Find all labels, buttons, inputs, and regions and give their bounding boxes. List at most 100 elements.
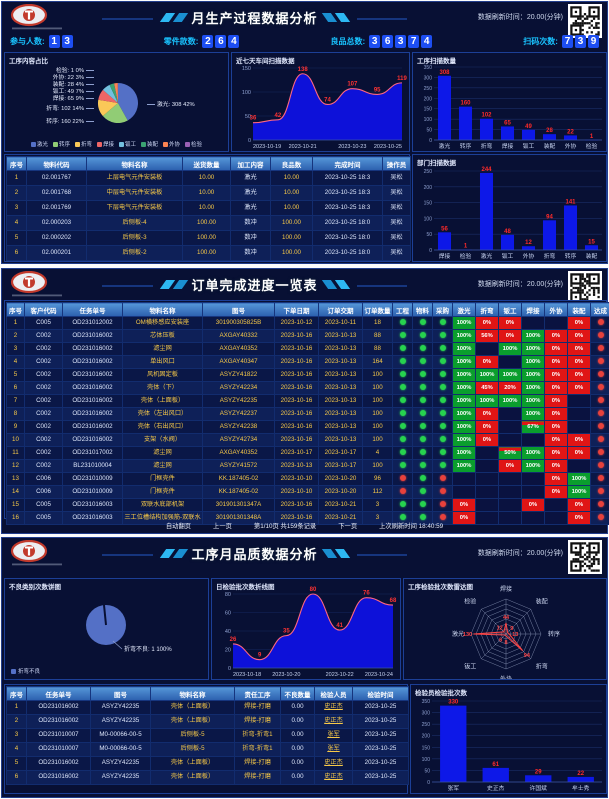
banner-decor-right-icon: [334, 12, 350, 22]
pagination-bar: 自动翻页 上一页 第1/10页 共159条记录 下一页 上次刷新时间 18:40…: [2, 520, 607, 531]
inspector-bar-box: 检验员检验批次数 0 50 100 150 200 250 300 350 330 张军 61 史正杰…: [410, 684, 607, 794]
svg-text:138: 138: [298, 67, 309, 73]
svg-text:22: 22: [577, 771, 584, 777]
process-share-pie-box: 工序内容占比 检验: 1 0% 外协: 22 3% 装配: 28 4% 钣工: 49 …: [4, 52, 229, 152]
svg-text:150: 150: [424, 107, 433, 113]
dept-scan-bar-chart: 0 50 100 150 200 250 56 焊接 1 检验 244 激光 48 钣工 12 外协 94 折弯 1…: [424, 167, 602, 260]
svg-text:200: 200: [424, 185, 433, 191]
progress-cell: 0%: [475, 316, 499, 330]
legend-chip-icon: [163, 141, 169, 147]
progress-cell: 0%: [544, 485, 568, 499]
legend-chip-icon: [96, 141, 102, 147]
legend-chip-icon: [30, 141, 36, 147]
status-dot: [399, 423, 406, 430]
status-dot: [419, 358, 426, 365]
status-dot: [439, 449, 446, 456]
svg-text:42: 42: [274, 113, 281, 119]
progress-cell: 0%: [567, 342, 591, 356]
section-title: 部门扫描数据: [417, 160, 456, 167]
done-dot: [597, 345, 604, 352]
column-header: 物料名称: [150, 686, 235, 701]
svg-text:牟士秀: 牟士秀: [572, 784, 590, 792]
progress-cell: 0%: [544, 342, 568, 356]
qr-code: [568, 271, 602, 305]
progress-cell: [521, 485, 545, 499]
company-logo-icon: [10, 540, 62, 566]
status-dot: [439, 436, 446, 443]
next-page-button[interactable]: 下一页: [338, 523, 358, 530]
status-dot: [419, 423, 426, 430]
order-row: 3 C002 OD231016002 滤尘网 AXGAY40352 2023-10-16 2…: [6, 342, 609, 356]
progress-cell: [498, 498, 522, 512]
svg-text:9: 9: [258, 653, 262, 659]
svg-text:100: 100: [424, 216, 433, 222]
order-row: 15 C005 OD231016003 双联水底部机架 301901301347A 202…: [6, 498, 609, 512]
status-dot: [419, 475, 426, 482]
progress-cell: [475, 472, 499, 486]
production-table-box: 序号 物料代码 物料名称 送货数量 加工内容 良品数 完成时间 操作员 1 02.001767 上层…: [4, 154, 411, 262]
column-header: 外协: [544, 302, 568, 317]
svg-text:2023-10-25: 2023-10-25: [374, 144, 402, 150]
kpi-stat: 参与人数: 1 3: [10, 35, 73, 48]
legend-item: 激光: [30, 140, 48, 148]
column-header: 物料代码: [26, 156, 87, 171]
column-header: 装配: [567, 302, 591, 317]
kpi-label: 参与人数:: [10, 37, 45, 46]
table-row: 5 OD231016002 ASYZY42235 壳体（上面板） 焊接-打磨 0.00 史正…: [6, 756, 409, 771]
progress-cell: 100%: [498, 394, 522, 408]
column-header: 良品数: [270, 156, 313, 171]
status-dot: [399, 514, 406, 521]
progress-cell: 100%: [452, 329, 476, 343]
section-title: 检验员检验批次数: [415, 690, 467, 697]
progress-cell: 0%: [475, 407, 499, 421]
panel2-header: 订单完成进度一览表 数据刷新时间：20.00(分钟): [2, 269, 607, 305]
refresh-time: 数据刷新时间：20.00(分钟): [477, 14, 563, 21]
progress-cell: 0%: [544, 472, 568, 486]
status-dot: [399, 384, 406, 391]
status-dot: [419, 462, 426, 469]
status-dot: [399, 501, 406, 508]
progress-cell: 0%: [544, 355, 568, 369]
svg-text:50: 50: [426, 232, 432, 238]
last-refresh-time: 上次刷新时间 18:40:59: [379, 523, 444, 530]
status-dot: [439, 488, 446, 495]
kpi-digit: 9: [587, 35, 599, 48]
svg-text:史正杰: 史正杰: [487, 784, 505, 792]
page-title: 工序月品质数据分析: [191, 546, 318, 562]
status-dot: [439, 501, 446, 508]
done-dot: [597, 397, 604, 404]
progress-cell: 0%: [452, 498, 476, 512]
progress-cell: 100%: [452, 394, 476, 408]
svg-text:100: 100: [424, 117, 433, 123]
svg-text:0: 0: [429, 248, 432, 254]
svg-text:160: 160: [460, 101, 471, 107]
progress-cell: 100%: [452, 368, 476, 382]
prev-page-button[interactable]: 上一页: [213, 523, 232, 530]
svg-text:250: 250: [422, 722, 431, 728]
progress-cell: [544, 316, 568, 330]
column-header: 下单日期: [274, 302, 319, 317]
daily-inspection-line-box: 日检验批次数折线图 0 20 40 60 80 26 9 35 80 41 76 68 2023-10-…: [211, 578, 401, 680]
svg-text:13: 13: [512, 632, 518, 638]
status-dot: [419, 384, 426, 391]
svg-text:102: 102: [481, 113, 492, 119]
svg-text:107: 107: [347, 82, 358, 88]
panel1-banner: 月生产过程数据分析: [102, 5, 408, 29]
panel3-header: 工序月品质数据分析 数据刷新时间：20.00(分钟): [2, 538, 607, 574]
svg-text:激光: 激光: [452, 630, 464, 638]
done-dot: [597, 423, 604, 430]
progress-cell: [544, 498, 568, 512]
kpi-digit: 2: [202, 35, 214, 48]
svg-text:22: 22: [567, 129, 574, 135]
svg-text:2023-10-18: 2023-10-18: [233, 672, 261, 678]
table-row: 6 02.000201 后侧板-2 100.00 数冲 100.00 2023-10-25 …: [6, 245, 411, 261]
banner-line-right: [356, 18, 408, 20]
order-row: 2 C002 OD231016002 芯体压板 AXGAY40332 2023-10-16…: [6, 329, 609, 343]
progress-cell: 100%: [452, 342, 476, 356]
progress-cell: [475, 511, 499, 525]
kpi-digit: 4: [421, 35, 433, 48]
column-header: 序号: [6, 302, 25, 317]
order-progress-table: 序号 客户代码 任务单号 物料名称 图号 下单日期 订单交期 订单数量 工程 物料 采购 激光 折弯 钣工…: [6, 302, 609, 525]
svg-text:2023-10-23: 2023-10-23: [338, 144, 366, 150]
progress-cell: 100%: [475, 394, 499, 408]
